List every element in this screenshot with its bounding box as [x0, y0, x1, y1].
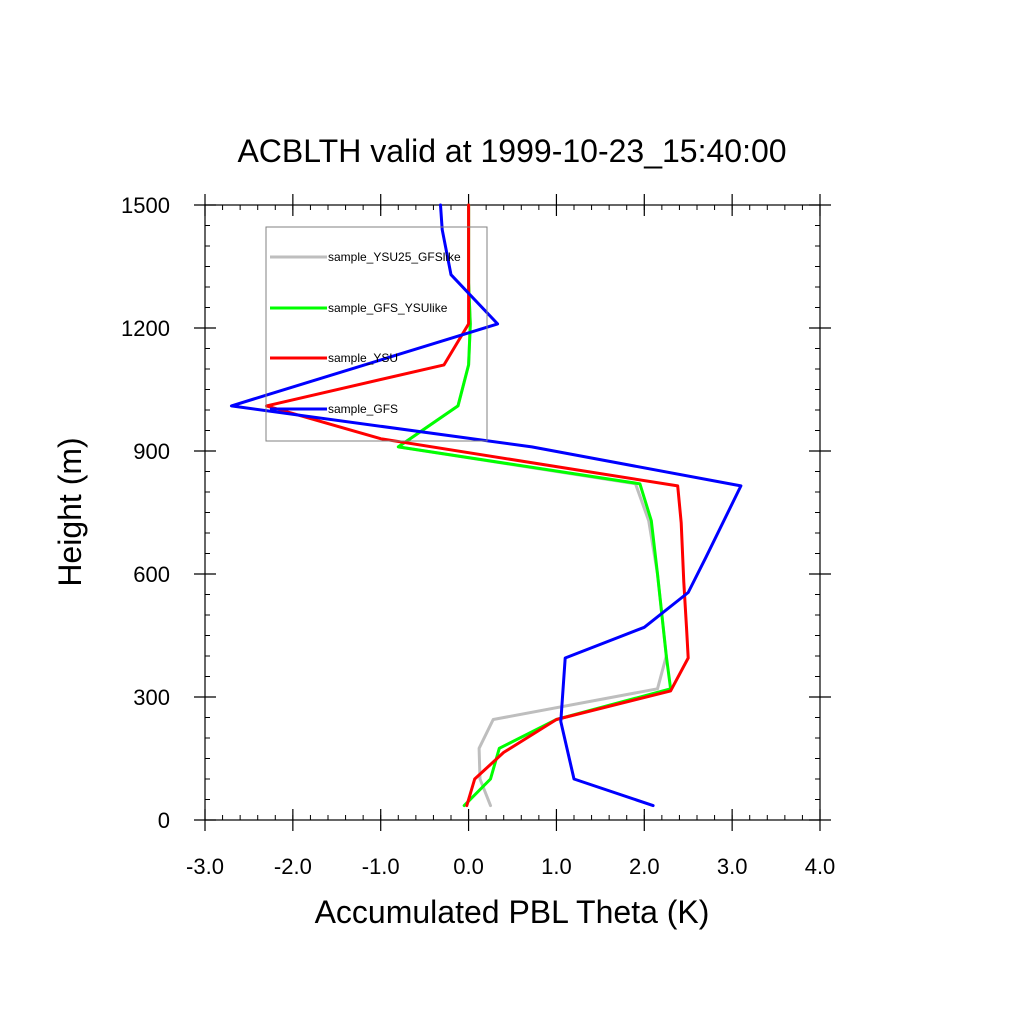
y-tick-label: 0 [158, 808, 170, 833]
legend-label: sample_YSU25_GFSlike [328, 250, 461, 264]
chart-title: ACBLTH valid at 1999-10-23_15:40:00 [237, 133, 786, 169]
x-tick-label: 0.0 [453, 854, 484, 879]
x-tick-label: -1.0 [362, 854, 400, 879]
y-axis: 0 300 600 900 1200 1500 [121, 193, 831, 833]
series-line-1 [396, 203, 673, 808]
legend-label: sample_YSU [328, 351, 398, 365]
x-tick-label: 2.0 [629, 854, 660, 879]
legend-label: sample_GFS [328, 402, 398, 416]
series-layer [229, 203, 743, 808]
y-tick-label: 1200 [121, 316, 170, 341]
x-axis: -3.0 -2.0 -1.0 0.0 1.0 2.0 3.0 4.0 [186, 194, 835, 879]
x-tick-label: 4.0 [805, 854, 836, 879]
series-line-2 [265, 203, 690, 808]
y-tick-label: 600 [133, 562, 170, 587]
legend-items: sample_YSU25_GFSlike sample_GFS_YSUlikesa… [270, 250, 461, 416]
series-line-0 [396, 203, 668, 808]
legend-label: sample_GFS_YSUlike [328, 301, 448, 315]
x-tick-label: 3.0 [717, 854, 748, 879]
x-tick-label: -2.0 [274, 854, 312, 879]
y-axis-title: Height (m) [52, 437, 88, 586]
y-tick-label: 1500 [121, 193, 170, 218]
series-line-3 [229, 203, 743, 808]
x-tick-label: 1.0 [541, 854, 572, 879]
legend-box [265, 226, 488, 442]
x-axis-title: Accumulated PBL Theta (K) [315, 894, 710, 930]
x-tick-label: -3.0 [186, 854, 224, 879]
y-tick-label: 900 [133, 439, 170, 464]
legend: sample_YSU25_GFSlike sample_GFS_YSUlikesa… [265, 226, 488, 442]
y-tick-label: 300 [133, 685, 170, 710]
